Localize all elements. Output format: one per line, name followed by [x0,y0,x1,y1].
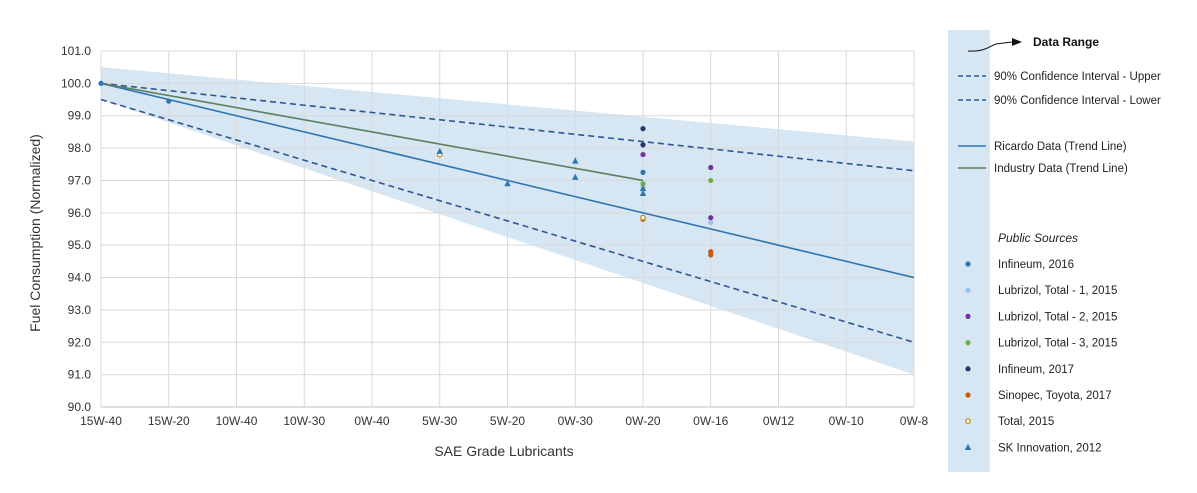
x-tick-label: 0W-8 [900,414,929,428]
legend-series-label: Lubrizol, Total - 1, 2015 [998,285,1117,297]
x-tick-label: 0W-20 [625,414,660,428]
x-tick-label: 0W-10 [829,414,864,428]
y-tick-label: 92.0 [68,335,92,349]
data-point [98,80,104,86]
data-point [640,126,646,132]
series-line-1 [100,98,915,344]
legend-line-label: 90% Confidence Interval - Upper [994,71,1161,83]
data-point [640,142,646,148]
x-tick-label: 10W-40 [216,414,258,428]
legend-line-label: 90% Confidence Interval - Lower [994,95,1161,107]
y-tick-label: 96.0 [68,206,92,220]
data-point [436,147,443,154]
y-tick-label: 91.0 [68,368,92,382]
legend-marker [965,366,971,372]
legend-series-label: Infineum, 2016 [998,259,1074,271]
axes: SAE Grade Lubricants Fuel Consumption (N… [27,44,929,459]
x-tick-label: 10W-30 [283,414,325,428]
legend-marker [965,313,971,319]
data-point [708,252,714,258]
y-tick-label: 100.0 [61,76,91,90]
data-point [708,164,714,171]
x-tick-label: 0W-40 [354,414,389,428]
legend-series-label: Lubrizol, Total - 2, 2015 [998,311,1117,323]
x-tick-label: 0W-16 [693,414,728,428]
x-tick-label: 5W-20 [490,414,525,428]
data-range-legend-swatch [948,30,990,472]
x-tick-label: 0W12 [763,414,795,428]
data-point [708,177,714,184]
y-tick-label: 93.0 [68,303,92,317]
legend-series-label: SK Innovation, 2012 [998,442,1102,454]
plot-area [98,50,915,408]
data-point [640,214,646,221]
legend-marker [965,340,971,346]
data-point [640,181,646,187]
data-point [640,151,646,158]
y-tick-label: 98.0 [68,141,92,155]
legend-series-label: Total, 2015 [998,416,1054,428]
x-tick-label: 15W-20 [148,414,190,428]
x-tick-label: 0W-30 [558,414,593,428]
data-point [708,219,714,226]
data-point [639,189,647,196]
legend-marker [965,287,971,293]
series-line-3 [100,82,644,182]
y-axis-title: Fuel Consumption (Normalized) [27,134,43,332]
data-point [504,180,511,187]
legend-marker [965,392,971,398]
legend-public-sources-title: Public Sources [998,231,1078,245]
data-range-arrowhead [1012,38,1022,46]
x-tick-label: 15W-40 [80,414,122,428]
legend-line-label: Industry Data (Trend Line) [994,163,1128,175]
y-tick-label: 97.0 [68,173,92,187]
legend-data-range-label: Data Range [1033,35,1099,49]
y-tick-label: 99.0 [68,109,92,123]
data-point [572,173,579,180]
legend-series-label: Infineum, 2017 [998,364,1074,376]
x-tick-label: 5W-30 [422,414,457,428]
y-tick-label: 94.0 [68,271,92,285]
legend-marker [964,443,972,450]
y-tick-label: 95.0 [68,238,92,252]
data-point [166,98,172,104]
legend-marker [965,418,971,425]
legend-series-label: Lubrizol, Total - 3, 2015 [998,338,1117,350]
legend-marker [965,261,971,267]
data-point [639,184,647,192]
data-point [572,157,579,164]
data-range-arrow [967,41,1013,52]
legend: Data Range 90% Confidence Interval - Uppe… [948,30,1161,472]
y-tick-label: 90.0 [68,400,92,414]
legend-line-label: Ricardo Data (Trend Line) [994,141,1127,153]
x-axis-title: SAE Grade Lubricants [434,443,573,459]
legend-series-label: Sinopec, Toyota, 2017 [998,390,1112,402]
data-point [640,169,646,175]
data-point [708,215,714,221]
y-tick-label: 101.0 [61,44,91,58]
series-line-0 [100,82,915,172]
